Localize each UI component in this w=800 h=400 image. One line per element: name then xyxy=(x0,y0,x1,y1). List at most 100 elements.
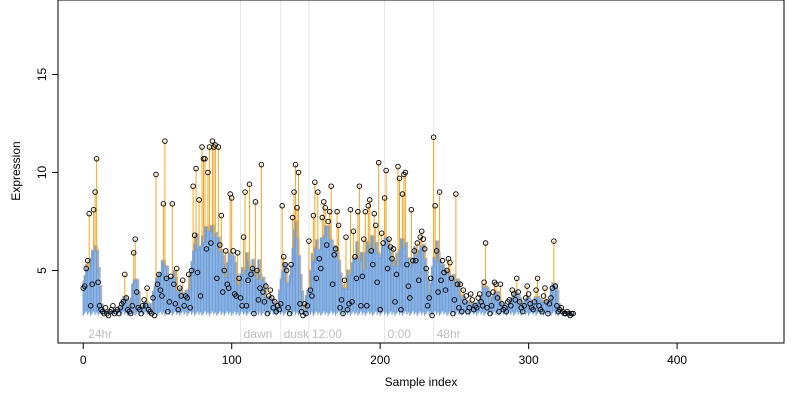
x-tick-label: 200 xyxy=(370,353,390,367)
data-point xyxy=(316,255,323,262)
data-point xyxy=(220,289,226,295)
data-point xyxy=(248,271,254,278)
data-point xyxy=(221,267,228,274)
data-point xyxy=(251,310,257,317)
data-point xyxy=(240,234,247,240)
data-point xyxy=(272,299,278,305)
data-point xyxy=(151,312,158,319)
data-point xyxy=(490,289,496,295)
data-point xyxy=(280,254,287,260)
data-point xyxy=(288,261,294,268)
data-point xyxy=(252,199,259,205)
data-point xyxy=(328,183,334,189)
data-point xyxy=(329,281,336,287)
data-point xyxy=(451,297,458,303)
data-point xyxy=(488,303,495,309)
data-point xyxy=(142,303,149,309)
data-points xyxy=(80,134,576,319)
phase-label: 48hr xyxy=(437,327,461,341)
data-point xyxy=(325,218,331,225)
data-point xyxy=(383,167,389,174)
data-point xyxy=(355,208,361,215)
data-point xyxy=(286,310,293,317)
data-point xyxy=(448,275,455,282)
x-axis-label: Sample index xyxy=(385,375,458,389)
data-point xyxy=(313,275,320,282)
data-point xyxy=(427,275,434,282)
data-point xyxy=(408,206,415,213)
data-point xyxy=(116,310,122,317)
data-point xyxy=(365,203,372,209)
data-point xyxy=(169,201,176,207)
data-point xyxy=(399,191,406,197)
data-point xyxy=(218,212,225,219)
data-point xyxy=(257,285,263,291)
data-point xyxy=(92,189,98,195)
data-point xyxy=(444,267,450,274)
data-point xyxy=(196,197,202,203)
data-point xyxy=(542,285,548,291)
data-point xyxy=(369,261,376,268)
data-point xyxy=(197,293,204,299)
data-point xyxy=(420,236,426,242)
data-point xyxy=(321,199,327,205)
data-point xyxy=(545,310,551,317)
data-point xyxy=(497,281,504,287)
data-point xyxy=(438,277,444,284)
data-point xyxy=(122,271,128,278)
data-point xyxy=(254,267,260,274)
data-point xyxy=(86,210,92,217)
data-point xyxy=(423,265,429,272)
data-point xyxy=(90,206,97,213)
data-point xyxy=(396,175,403,182)
data-point xyxy=(435,289,441,295)
corner-label: 24hr xyxy=(88,327,112,341)
data-point xyxy=(243,303,250,309)
data-point xyxy=(187,304,193,311)
data-point xyxy=(533,287,539,293)
data-point xyxy=(508,303,514,309)
data-point xyxy=(450,310,456,317)
data-point xyxy=(539,308,545,315)
data-point xyxy=(292,161,299,168)
data-point xyxy=(242,189,248,195)
data-point xyxy=(392,299,398,305)
data-point xyxy=(522,295,529,301)
data-point xyxy=(514,275,520,282)
y-tick-label: 10 xyxy=(35,165,49,179)
data-point xyxy=(181,303,187,309)
data-point xyxy=(389,255,395,262)
data-point xyxy=(375,159,382,166)
data-point xyxy=(215,144,222,150)
data-point xyxy=(233,293,239,299)
data-point xyxy=(361,236,367,242)
data-point xyxy=(279,203,285,209)
data-point xyxy=(525,291,532,297)
y-tick-label: 5 xyxy=(35,267,49,274)
data-point xyxy=(295,169,302,176)
data-point xyxy=(467,291,474,297)
data-point xyxy=(133,289,140,295)
data-point xyxy=(359,273,366,280)
data-point xyxy=(193,165,199,172)
data-point xyxy=(93,156,100,162)
data-point xyxy=(171,281,177,287)
data-point xyxy=(319,214,326,221)
data-point xyxy=(416,277,422,284)
data-point xyxy=(129,303,135,309)
data-point xyxy=(157,287,164,293)
data-point xyxy=(162,138,168,144)
data-point xyxy=(261,299,268,305)
data-point xyxy=(414,240,421,246)
data-point xyxy=(270,304,277,311)
data-point xyxy=(208,240,214,246)
data-point xyxy=(214,275,220,282)
data-point xyxy=(436,189,443,195)
data-point xyxy=(264,310,271,317)
data-point xyxy=(258,161,265,168)
data-point xyxy=(429,312,435,319)
data-point xyxy=(304,303,311,309)
data-point xyxy=(395,163,401,170)
data-point xyxy=(154,281,161,287)
